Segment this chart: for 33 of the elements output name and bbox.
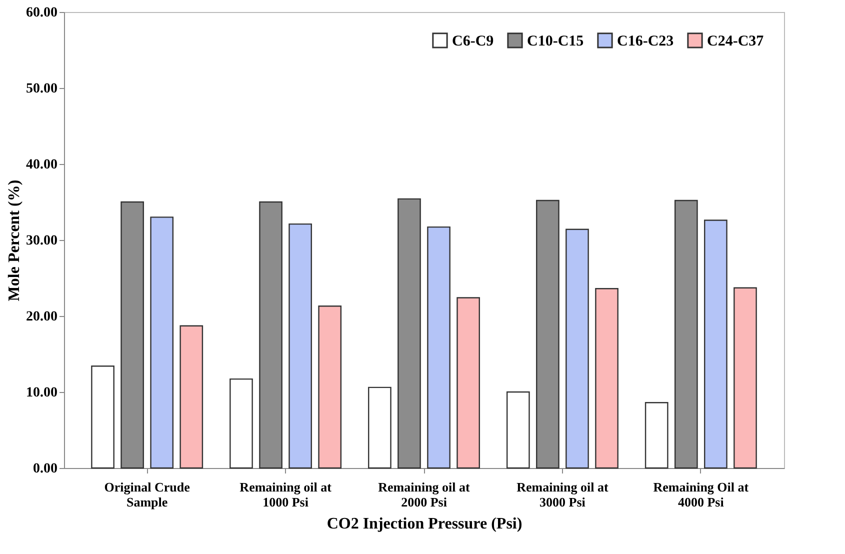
bar [644, 402, 668, 469]
bar [180, 325, 204, 469]
bar [734, 287, 757, 469]
legend-label: C10-C15 [527, 33, 584, 50]
y-tick-label: 0.00 [33, 462, 58, 476]
bar [288, 223, 312, 469]
bar [566, 228, 589, 469]
bar [150, 216, 174, 469]
bar [704, 220, 728, 469]
x-tick-label: Remaining oil at 1000 Psi [240, 480, 332, 510]
y-tick-label: 20.00 [26, 310, 58, 324]
bar [318, 306, 342, 469]
bar [230, 378, 253, 469]
y-tick-label: 50.00 [26, 82, 58, 96]
legend-label: C24-C37 [707, 33, 764, 50]
y-tick-label: 60.00 [26, 6, 58, 20]
x-tick-label: Remaining Oil at 4000 Psi [653, 480, 750, 510]
legend-label: C6-C9 [452, 33, 494, 50]
bar [91, 366, 114, 469]
y-axis-title: Mole Percent (%) [6, 180, 23, 302]
y-tick-label: 30.00 [26, 234, 58, 248]
x-tick-label: Remaining oil at 3000 Psi [516, 480, 609, 510]
x-axis-title: CO2 Injection Pressure (Psi) [326, 516, 522, 532]
x-tick-label: Original Crude Sample [104, 480, 190, 510]
bar [456, 297, 480, 469]
legend-label: C16-C23 [617, 33, 674, 50]
bar [506, 391, 530, 469]
bar [368, 386, 392, 469]
y-tick-label: 40.00 [26, 158, 58, 172]
x-tick-label: Remaining oil at 2000 Psi [378, 480, 471, 510]
y-tick-label: 10.00 [26, 386, 58, 400]
bar [595, 288, 618, 469]
bar [427, 226, 450, 469]
